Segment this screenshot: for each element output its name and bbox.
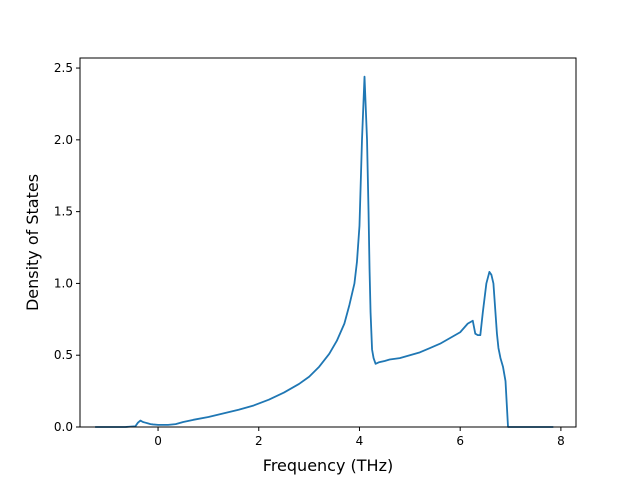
y-tick-label: 0.0: [54, 420, 73, 434]
x-axis: 0 2 4 6 8: [154, 427, 565, 448]
x-tick-label: 6: [456, 434, 464, 448]
y-tick-label: 1.5: [54, 205, 73, 219]
dos-series-line-0: [95, 75, 554, 428]
x-tick-label: 4: [356, 434, 364, 448]
axes-frame: [79, 57, 577, 428]
y-axis: 0.0 0.5 1.0 1.5 2.0 2.5: [54, 61, 80, 434]
plot-area: [95, 75, 554, 428]
y-tick-label: 0.5: [54, 348, 73, 362]
x-axis-label: Frequency (THz): [263, 456, 393, 475]
y-tick-label: 1.0: [54, 276, 73, 290]
y-tick-label: 2.0: [54, 133, 73, 147]
x-tick-label: 8: [557, 434, 565, 448]
x-tick-label: 0: [154, 434, 162, 448]
x-tick-label: 2: [255, 434, 263, 448]
y-tick-label: 2.5: [54, 61, 73, 75]
y-axis-label: Density of States: [23, 174, 42, 311]
